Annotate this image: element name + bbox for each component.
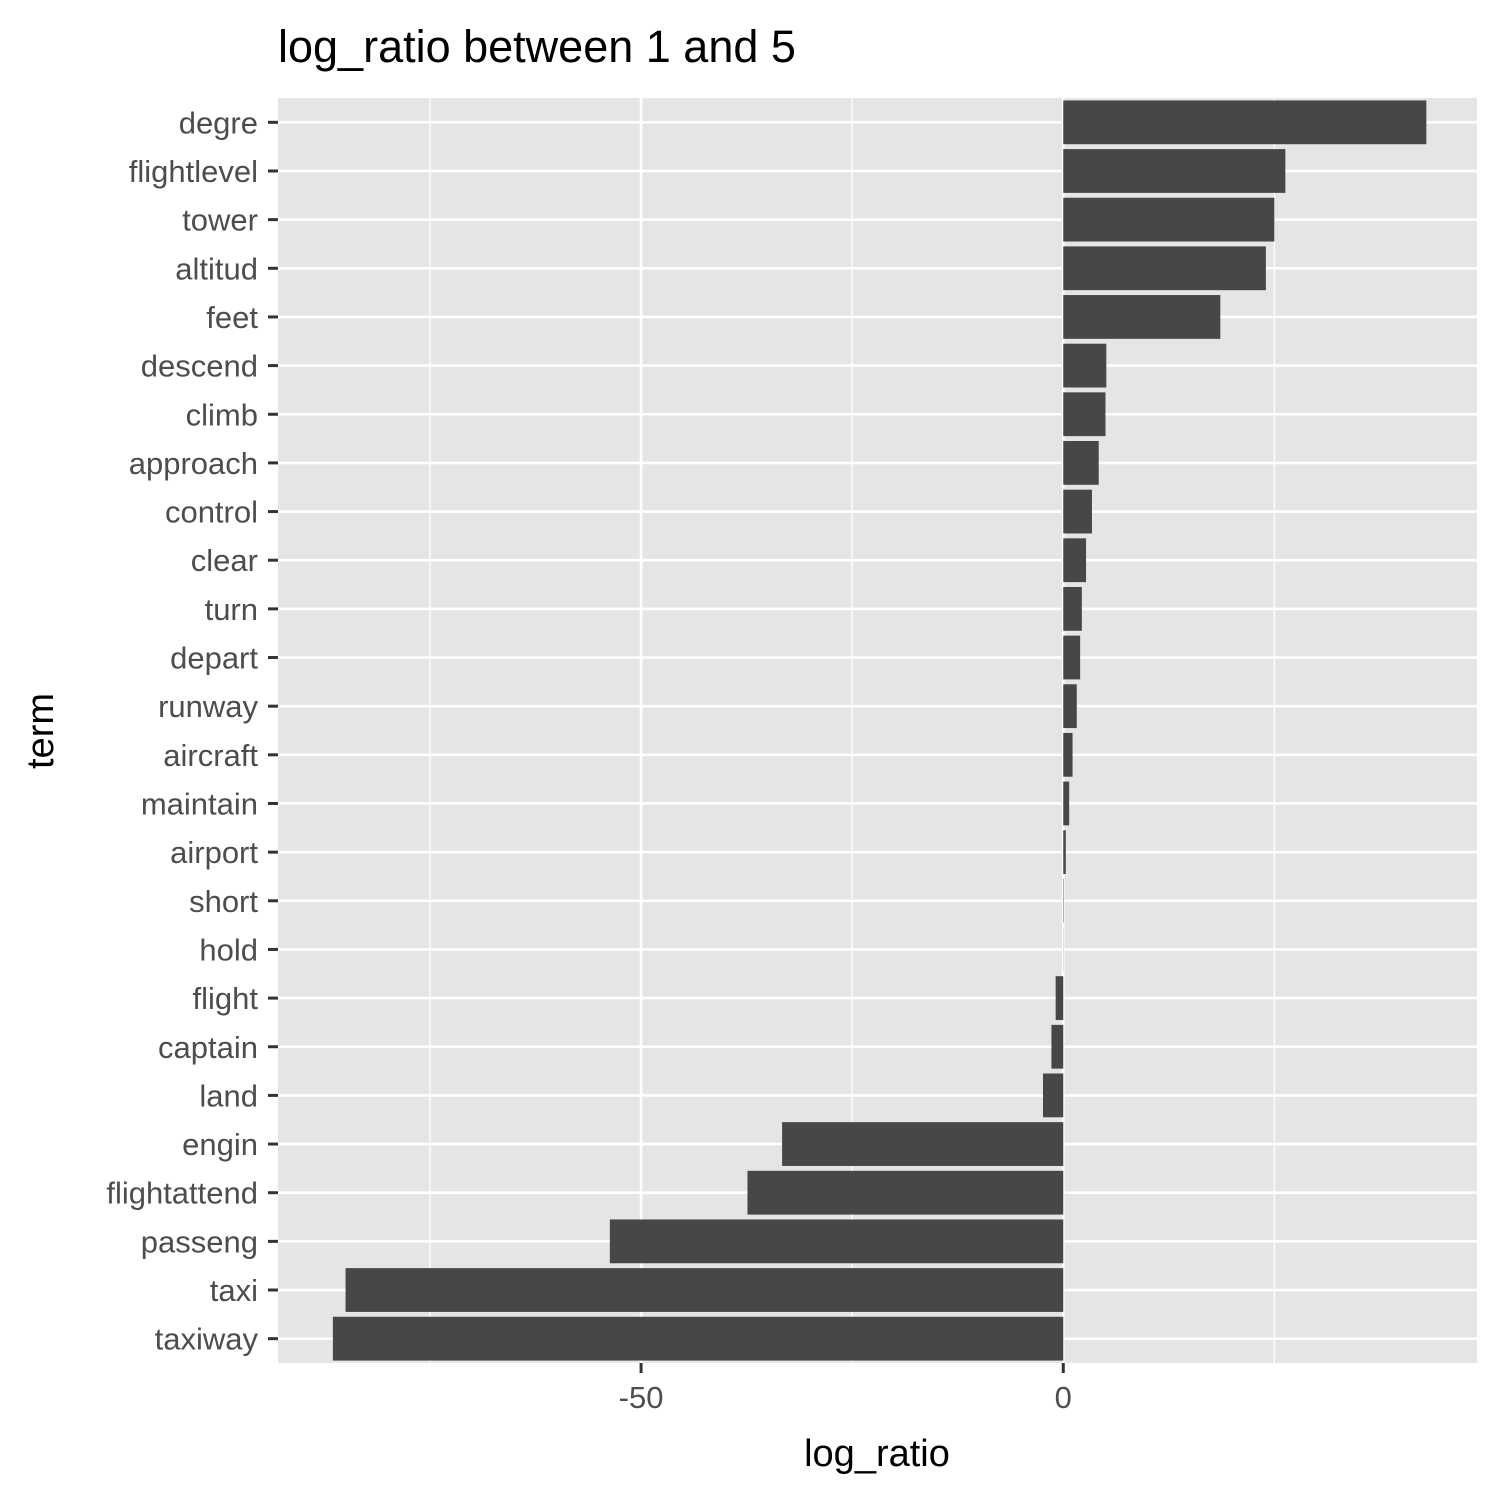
bar-maintain (1063, 781, 1070, 826)
y-tick-label: feet (206, 300, 258, 335)
y-tick-label: airport (170, 835, 258, 870)
y-tick-label: depart (170, 641, 258, 676)
bar-turn (1063, 586, 1082, 631)
y-tick-label: flight (193, 981, 259, 1016)
bar-feet (1063, 295, 1221, 339)
y-tick-label: flightlevel (129, 154, 258, 189)
y-tick-label: degre (179, 105, 258, 140)
y-tick-label: control (165, 495, 258, 530)
y-tick-label: land (199, 1078, 258, 1113)
bar-approach (1063, 441, 1099, 485)
bar-tower (1063, 197, 1275, 242)
y-tick-label: runway (158, 689, 258, 724)
bar-depart (1063, 635, 1081, 680)
y-tick-label: tower (182, 203, 258, 238)
y-tick-label: taxi (210, 1273, 258, 1308)
y-axis: degre flightlevel tower altitud feet descend c… (106, 105, 278, 1357)
y-tick-label: altitud (175, 251, 258, 286)
bars (332, 100, 1427, 1361)
chart-title: log_ratio between 1 and 5 (278, 21, 796, 72)
y-tick-label: captain (158, 1030, 258, 1065)
bar-land (1042, 1073, 1064, 1118)
bar-engin (782, 1122, 1064, 1166)
y-tick-label: passeng (141, 1224, 258, 1259)
y-tick-label: hold (199, 932, 258, 967)
x-axis-title: log_ratio (804, 1433, 950, 1475)
y-tick-label: short (189, 884, 258, 919)
grid-lines (278, 98, 1477, 1363)
y-tick-label: engin (182, 1127, 258, 1162)
y-tick-label: maintain (141, 786, 258, 821)
bar-flightlevel (1063, 149, 1286, 193)
y-tick-label: approach (129, 446, 258, 481)
bar-taxiway (332, 1316, 1064, 1361)
y-tick-label: descend (141, 349, 258, 384)
bar-degre (1063, 100, 1427, 145)
bar-captain (1051, 1024, 1064, 1069)
y-tick-label: aircraft (163, 738, 258, 773)
bar-altitud (1063, 246, 1266, 291)
bar-taxi (345, 1268, 1064, 1312)
y-axis-title: term (20, 693, 62, 769)
x-tick-label: 0 (1055, 1380, 1072, 1415)
bar-climb (1063, 392, 1106, 437)
bar-runway (1063, 684, 1077, 729)
x-axis: -50 0 (619, 1363, 1072, 1415)
y-tick-label: taxiway (155, 1322, 259, 1357)
bar-airport (1063, 830, 1066, 875)
bar-flight (1055, 976, 1064, 1020)
bar-clear (1063, 538, 1087, 583)
bar-aircraft (1063, 732, 1073, 777)
x-tick-label: -50 (619, 1380, 664, 1415)
bar-control (1063, 489, 1092, 534)
y-tick-label: climb (186, 397, 258, 432)
y-tick-label: clear (191, 543, 258, 578)
bar-descend (1063, 343, 1107, 388)
bar-passeng (609, 1219, 1064, 1264)
bar-flightattend (747, 1170, 1064, 1215)
y-tick-label: turn (205, 592, 258, 627)
y-tick-label: flightattend (106, 1176, 258, 1211)
